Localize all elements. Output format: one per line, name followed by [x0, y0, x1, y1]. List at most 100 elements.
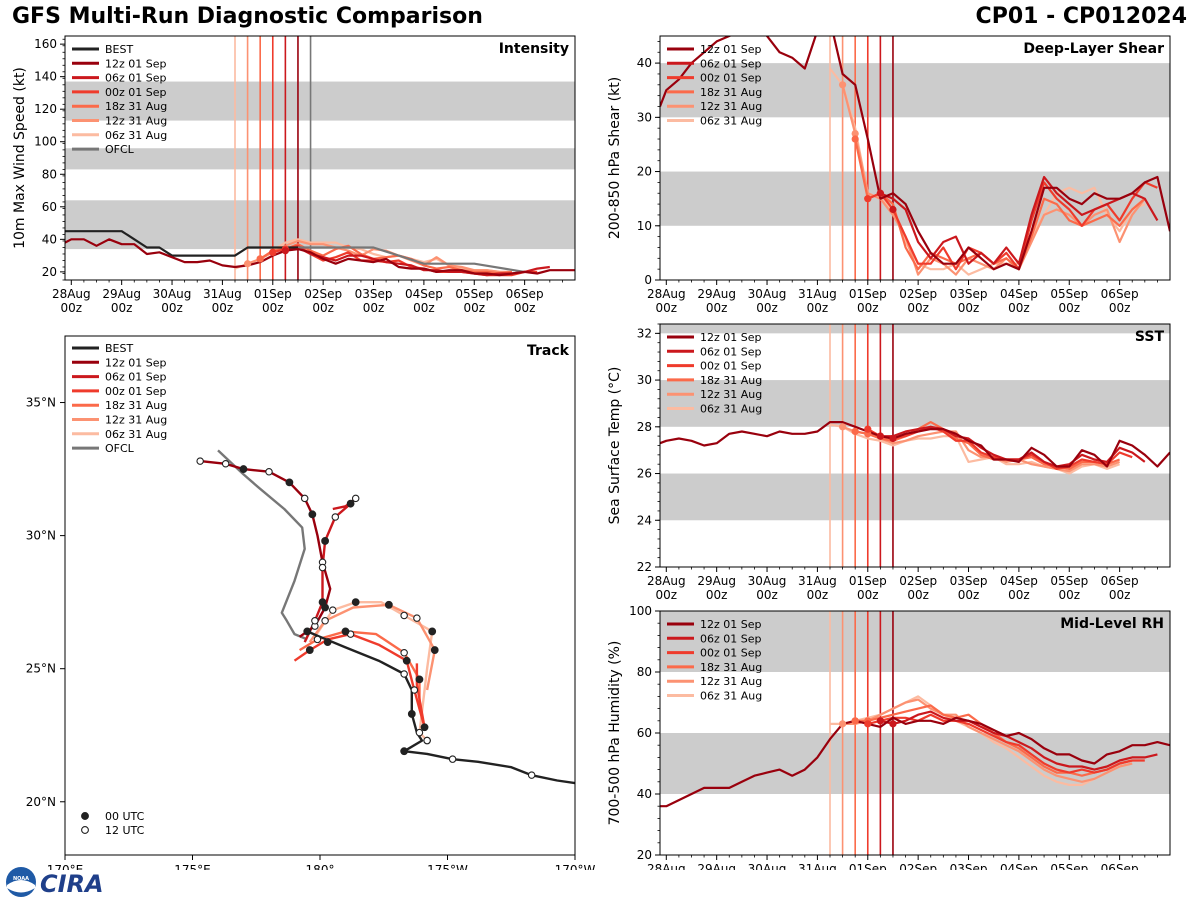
shear-marker-18z-31-aug-0	[851, 135, 859, 143]
track-dot-00utc-00z-01-sep-2	[420, 723, 429, 732]
shear-legend-label-12z-31-aug: 12z 31 Aug	[700, 100, 762, 113]
rh-ytick-label-60: 60	[637, 726, 652, 740]
track-series-ofcl	[217, 449, 308, 641]
rh-ytick-label-80: 80	[637, 665, 652, 679]
sst-xtick-hour-7: 00z	[1008, 588, 1030, 602]
track-dot-12utc-12z-31-aug-1	[413, 614, 421, 622]
intensity-legend-label-00z-01-sep: 00z 01 Sep	[105, 86, 167, 99]
track-marker-legend-label-0: 00 UTC	[105, 810, 145, 823]
intensity-marker-18z-31-aug-0	[256, 255, 264, 263]
rh-ytick-label-40: 40	[637, 787, 652, 801]
shear-legend-label-18z-31-aug: 18z 31 Aug	[700, 86, 762, 99]
shear-xtick-hour-5: 00z	[907, 301, 929, 315]
track-dot-00utc-best-1	[407, 710, 416, 718]
rh-marker-18z-31-aug-0	[851, 717, 859, 725]
intensity-threshold-band-2	[65, 81, 575, 121]
intensity-plot-area	[65, 36, 575, 280]
cira-logo-text: CIRA	[40, 870, 104, 898]
sst-threshold-band-1	[660, 380, 1170, 427]
track-legend-label-best: BEST	[105, 342, 133, 355]
shear-xtick-date-7: 04Sep	[1000, 287, 1038, 301]
intensity-xtick-hour-5: 00z	[312, 301, 334, 315]
intensity-ytick-label-20: 20	[42, 265, 57, 279]
intensity-marker-12z-31-aug-0	[243, 260, 252, 268]
sst-xtick-hour-9: 00z	[1109, 588, 1131, 602]
track-dot-12utc-06z-31-aug-2	[415, 728, 424, 737]
track-legend-label-18z-31-aug: 18z 31 Aug	[105, 399, 167, 412]
track-dot-00utc-06z-31-aug-0	[351, 598, 360, 607]
shear-panel: 01020304028Aug00z29Aug00z30Aug00z31Aug00…	[607, 35, 1171, 315]
rh-legend-label-06z-31-aug: 06z 31 Aug	[700, 690, 762, 703]
intensity-series-12z-01-sep	[65, 238, 575, 277]
noaa-seal-text: NOAA	[13, 876, 29, 882]
sst-legend-label-00z-01-sep: 00z 01 Sep	[700, 360, 762, 373]
intensity-threshold-band-1	[65, 148, 575, 170]
sst-series-00z-01-sep	[867, 425, 1133, 470]
rh-marker-06z-01-sep-0	[876, 717, 884, 725]
sst-xtick-hour-8: 00z	[1058, 588, 1080, 602]
rh-xtick-date-4: 01Sep	[849, 862, 887, 870]
rh-threshold-band-1	[660, 611, 1170, 672]
shear-xtick-date-0: 28Aug	[647, 287, 686, 301]
track-dot-12utc-06z-01-sep-0	[311, 617, 319, 625]
shear-xtick-date-6: 03Sep	[950, 287, 988, 301]
shear-marker-06z-01-sep-1	[889, 205, 897, 214]
rh-xtick-date-6: 03Sep	[950, 862, 988, 870]
shear-legend-label-06z-01-sep: 06z 01 Sep	[700, 57, 762, 70]
shear-ytick-label-0: 0	[644, 273, 652, 287]
shear-xtick-hour-8: 00z	[1058, 301, 1080, 315]
intensity-ytick-label-100: 100	[34, 135, 57, 149]
rh-ylabel: 700-500 hPa Humidity (%)	[607, 641, 623, 826]
sst-xtick-date-9: 06Sep	[1101, 574, 1139, 588]
intensity-frame	[64, 35, 576, 281]
track-dot-12utc-12z-01-sep-5	[196, 457, 204, 465]
sst-xtick-hour-0: 00z	[656, 588, 678, 602]
intensity-ytick-label-60: 60	[42, 200, 57, 214]
rh-series-12z-31-aug	[842, 698, 1133, 783]
intensity-legend-label-12z-01-sep: 12z 01 Sep	[105, 57, 167, 70]
sst-xtick-hour-4: 00z	[857, 588, 879, 602]
track-dot-00utc-12z-31-aug-1	[430, 646, 439, 654]
track-dot-12utc-00z-01-sep-1	[410, 686, 419, 694]
sst-legend-label-12z-31-aug: 12z 31 Aug	[700, 388, 762, 401]
track-panel-title: Track	[527, 343, 570, 359]
track-dot-12utc-18z-31-aug-1	[400, 648, 408, 657]
track-xtick-label-1: 175°E	[174, 863, 211, 870]
shear-xtick-date-8: 05Sep	[1050, 287, 1088, 301]
rh-xtick-date-2: 30Aug	[748, 862, 787, 870]
rh-xtick-date-5: 02Sep	[899, 862, 937, 870]
sst-xtick-date-7: 04Sep	[1000, 574, 1038, 588]
track-dot-12utc-best-0	[527, 771, 536, 779]
sst-marker-18z-31-aug-0	[851, 427, 859, 436]
rh-series-00z-01-sep	[867, 713, 1145, 774]
intensity-marker-06z-01-sep-0	[281, 247, 289, 255]
intensity-panel: 2040608010012014016028Aug00z29Aug00z30Au…	[12, 35, 576, 315]
sst-legend-label-18z-31-aug: 18z 31 Aug	[700, 374, 762, 387]
shear-xtick-hour-1: 00z	[706, 301, 728, 315]
track-ytick-label-3: 35°N	[26, 396, 56, 410]
shear-xtick-hour-7: 00z	[1008, 301, 1030, 315]
track-dot-00utc-18z-31-aug-0	[341, 627, 350, 636]
intensity-ytick-label-160: 160	[34, 37, 57, 51]
sst-marker-06z-01-sep-0	[876, 432, 884, 440]
shear-panel-title: Deep-Layer Shear	[1023, 41, 1164, 57]
track-dot-12utc-best-3	[400, 670, 408, 678]
rh-marker-00z-01-sep-0	[864, 720, 872, 728]
sst-ylabel: Sea Surface Temp (°C)	[607, 367, 623, 525]
rh-plot-area	[660, 611, 1170, 855]
shear-threshold-band-0	[660, 171, 1170, 226]
intensity-threshold-band-0	[65, 200, 575, 250]
intensity-xtick-date-4: 01Sep	[254, 287, 292, 301]
track-legend-label-12z-31-aug: 12z 31 Aug	[105, 414, 167, 427]
rh-series-06z-01-sep	[880, 710, 1158, 771]
sst-ytick-label-32: 32	[637, 326, 652, 340]
shear-ytick-label-40: 40	[637, 56, 652, 70]
intensity-ytick-label-120: 120	[34, 102, 57, 116]
shear-legend-label-06z-31-aug: 06z 31 Aug	[700, 115, 762, 128]
sst-xtick-date-0: 28Aug	[647, 574, 686, 588]
intensity-marker-00z-01-sep-0	[269, 248, 277, 256]
intensity-series-ofcl	[298, 246, 525, 273]
intensity-xtick-hour-0: 00z	[61, 301, 83, 315]
rh-legend-label-12z-31-aug: 12z 31 Aug	[700, 675, 762, 688]
track-legend-label-00z-01-sep: 00z 01 Sep	[105, 385, 167, 398]
